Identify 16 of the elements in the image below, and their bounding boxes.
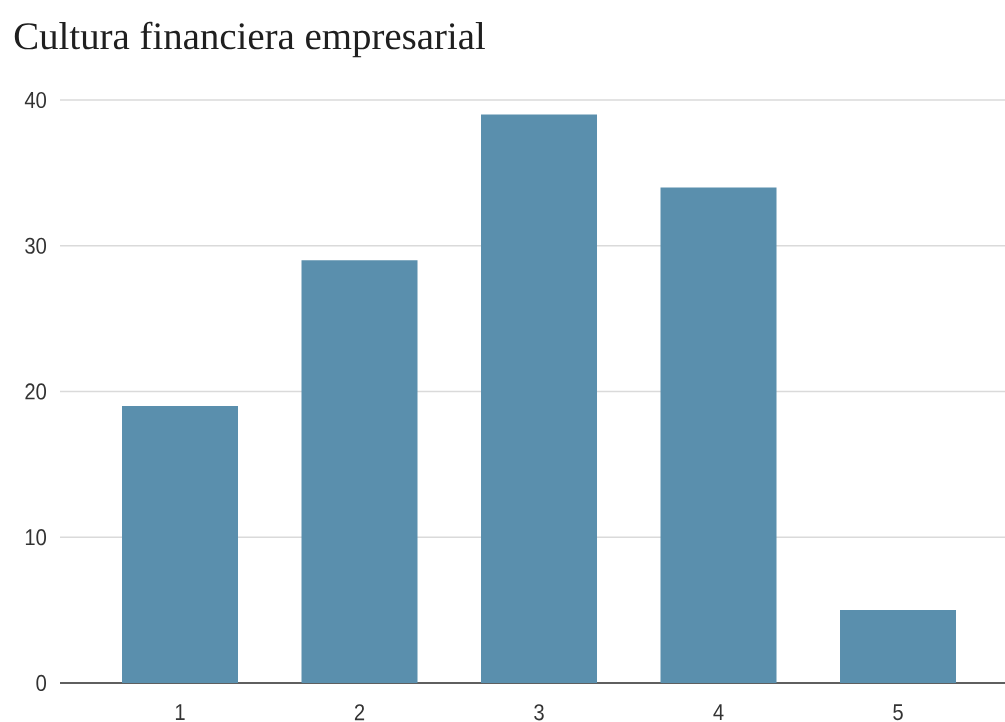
bar	[301, 260, 418, 683]
bar	[481, 114, 598, 683]
y-tick-label: 20	[25, 383, 47, 400]
y-tick-label: 10	[25, 529, 47, 546]
y-tick-label: 0	[36, 674, 47, 692]
bar	[122, 406, 239, 683]
bar	[660, 187, 777, 683]
bar	[840, 610, 957, 683]
x-tick-label: 5	[893, 704, 903, 721]
x-tick-label: 4	[713, 704, 724, 720]
y-tick-label: 40	[24, 91, 47, 109]
y-tick-label: 30	[25, 237, 47, 254]
x-tick-label: 3	[534, 704, 544, 721]
x-tick-label: 1	[175, 704, 185, 720]
chart-title: Cultura financiera empresarial	[14, 21, 485, 58]
x-tick-label: 2	[354, 704, 365, 721]
